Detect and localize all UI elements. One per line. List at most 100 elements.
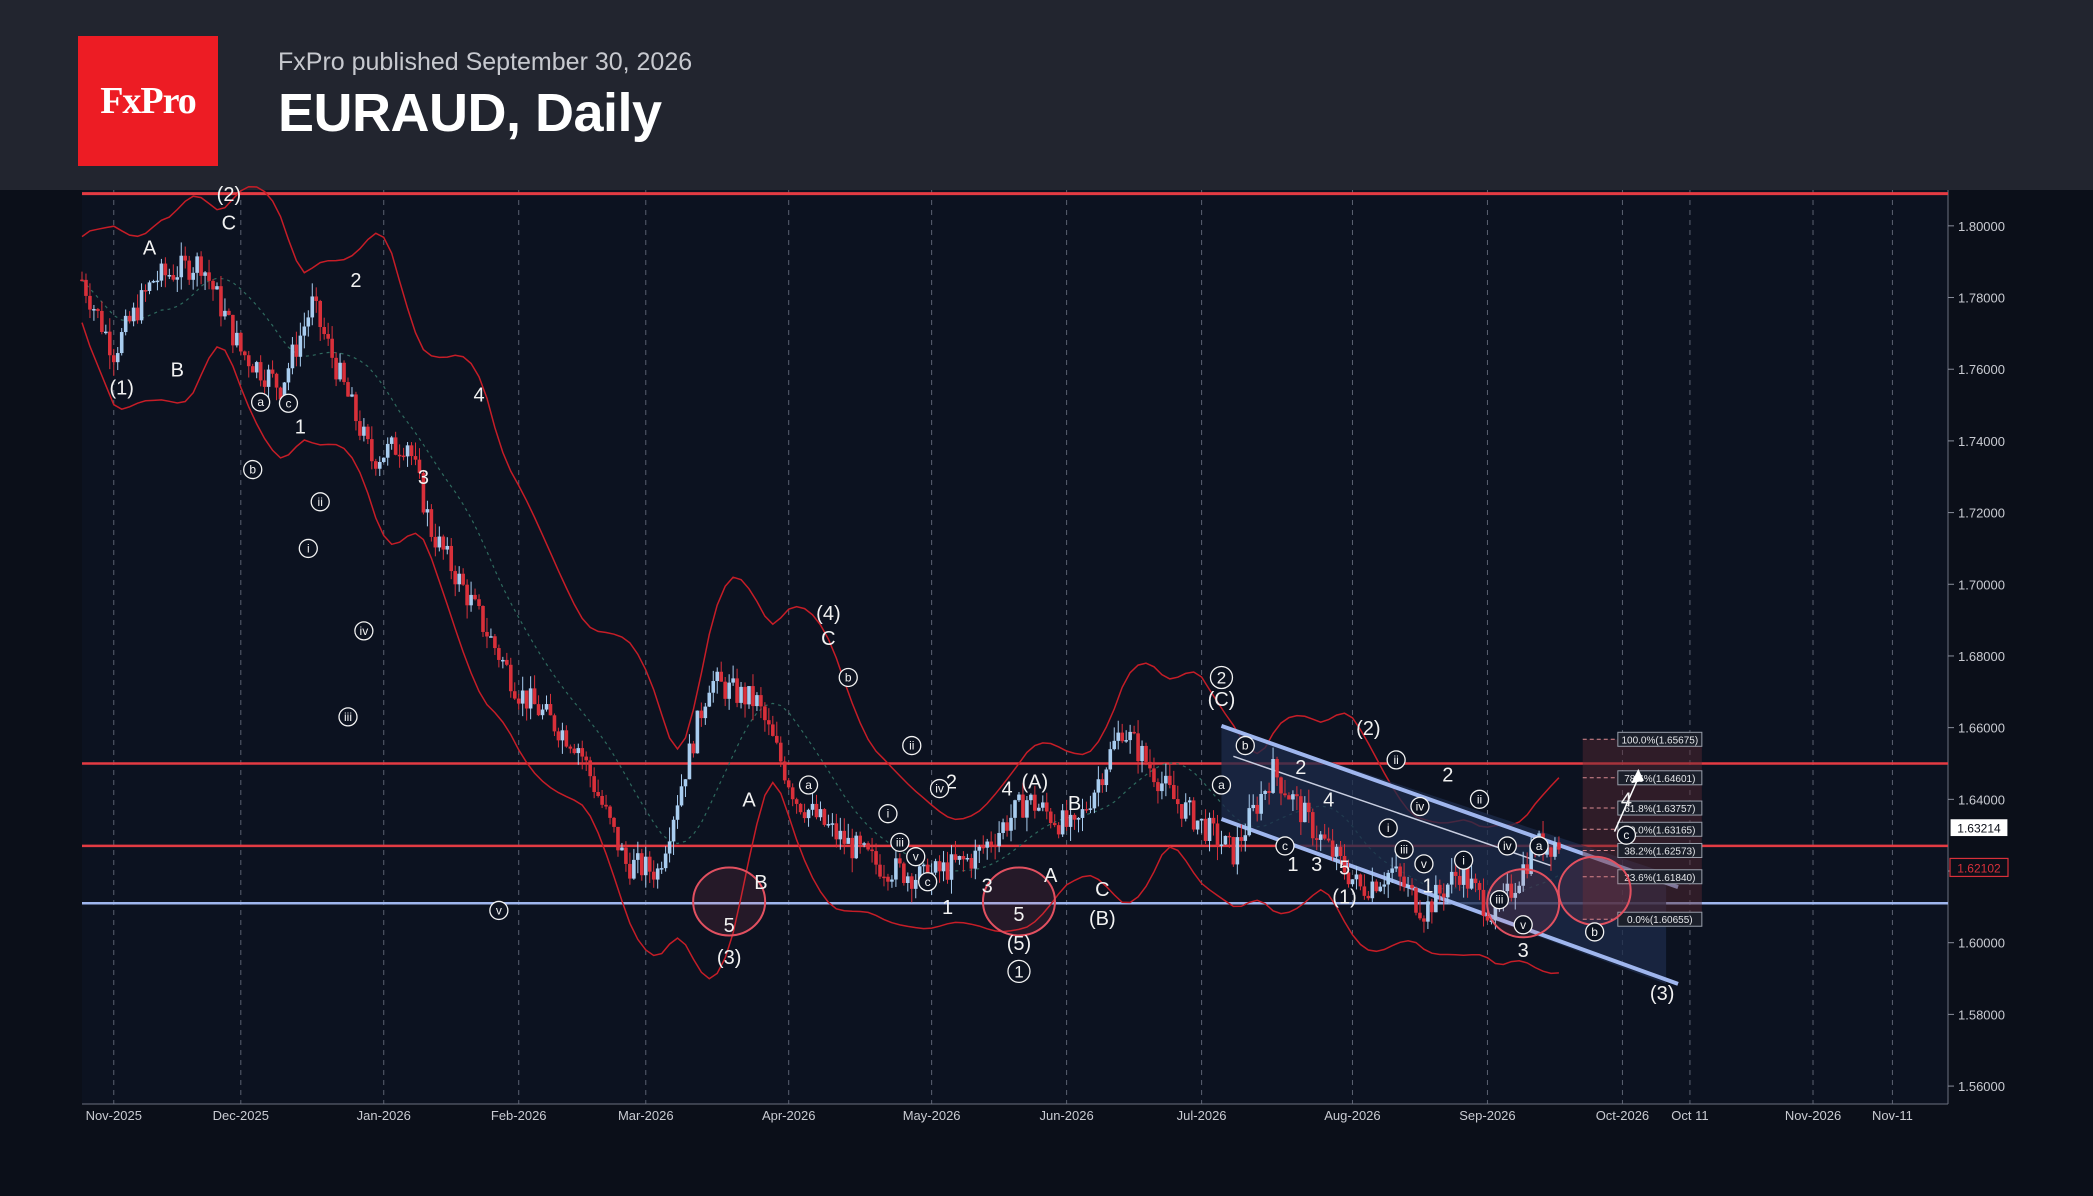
circled-wave-ring xyxy=(902,735,922,756)
header-bar: FxPro FxPro published September 30, 2026… xyxy=(0,0,2093,190)
circled-wave-label: iii xyxy=(1495,893,1503,907)
circled-wave-label: iii xyxy=(896,835,904,849)
candle-body xyxy=(1505,883,1510,892)
wave-label: C xyxy=(222,212,236,234)
candles xyxy=(80,242,1561,933)
candle-body xyxy=(115,353,120,363)
upper-band xyxy=(81,185,1560,828)
candle-body xyxy=(774,735,779,743)
candle-body xyxy=(1175,799,1180,805)
wave-label: (A) xyxy=(1022,772,1049,794)
candle-body xyxy=(735,678,739,703)
candle-body xyxy=(1096,779,1101,793)
candle-body xyxy=(1330,840,1335,857)
candle-body xyxy=(1076,817,1081,820)
candle-body xyxy=(104,331,108,334)
candle-body xyxy=(437,536,442,548)
candle-body xyxy=(667,841,672,854)
candle-body xyxy=(778,742,783,762)
candle-body xyxy=(1469,878,1474,889)
candle-body xyxy=(1362,886,1367,896)
candle-body xyxy=(556,731,561,741)
candle-body xyxy=(790,787,795,800)
circled-wave-label: c xyxy=(1282,839,1288,853)
candle-body xyxy=(902,863,906,884)
candle-body xyxy=(917,866,922,880)
circled-wave-label: c xyxy=(1623,828,1629,842)
candle-body xyxy=(1430,901,1434,913)
circled-wave-label: c xyxy=(285,396,291,410)
candle-body xyxy=(1521,864,1525,886)
candle-body xyxy=(540,709,545,716)
candle-body xyxy=(401,455,406,458)
candle-body xyxy=(699,710,704,719)
candle-body xyxy=(1557,842,1561,850)
candle-body xyxy=(1223,835,1228,845)
candle-body xyxy=(1191,800,1196,830)
circled-wave-ring xyxy=(1497,836,1517,856)
candle-body xyxy=(1306,802,1311,813)
candle-body xyxy=(441,536,446,550)
candle-body xyxy=(890,879,894,882)
circled-wave-ring xyxy=(1275,836,1295,856)
candle-body xyxy=(1509,883,1514,898)
circled-wave-ring xyxy=(906,847,926,867)
candle-body xyxy=(560,730,565,741)
channel-lower xyxy=(1220,817,1679,986)
candle-body xyxy=(397,454,402,457)
candle-body xyxy=(719,671,724,682)
candle-body xyxy=(1513,892,1518,898)
candle-body xyxy=(1215,823,1220,846)
circled-wave-label: 2 xyxy=(1217,668,1226,687)
candle-body xyxy=(687,743,692,780)
y-tick-label: 1.70000 xyxy=(1958,577,2005,592)
candle-body xyxy=(651,871,656,880)
candle-body xyxy=(1493,903,1498,921)
candle-body xyxy=(163,263,168,276)
circled-wave-ring xyxy=(838,667,858,688)
candle-body xyxy=(632,859,636,879)
circled-wave-label: iii xyxy=(344,710,352,724)
candle-body xyxy=(640,853,644,876)
y-tick-label: 1.74000 xyxy=(1958,434,2005,449)
fxpro-logo: FxPro xyxy=(78,36,218,166)
candle-body xyxy=(1156,782,1160,792)
candle-body xyxy=(338,362,342,380)
candle-body xyxy=(1160,783,1164,792)
circled-wave-ring xyxy=(1378,818,1398,838)
candle-body xyxy=(1529,845,1533,874)
x-tick-label: Feb-2026 xyxy=(491,1108,547,1123)
candle-body xyxy=(655,868,660,880)
circled-wave-ring xyxy=(278,393,299,413)
candle-body xyxy=(393,437,398,455)
candle-body xyxy=(314,296,319,301)
y-tick-label: 1.58000 xyxy=(1958,1007,2005,1022)
candle-body xyxy=(171,275,176,280)
candle-body xyxy=(239,332,243,352)
candle-body xyxy=(1453,871,1458,876)
candle-body xyxy=(84,279,88,296)
price-tag-label: 1.62102 xyxy=(1957,861,2001,875)
candle-body xyxy=(850,837,855,859)
candle-body xyxy=(675,805,680,820)
candle-body xyxy=(636,853,640,860)
price-tag-box xyxy=(1949,818,2009,838)
candle-body xyxy=(473,594,477,600)
candle-body xyxy=(1287,795,1291,800)
candle-body xyxy=(1334,846,1339,857)
price-tag-label: 1.63214 xyxy=(1957,822,2001,836)
candle-body xyxy=(1426,901,1430,922)
candle-body xyxy=(1338,846,1343,857)
circled-wave-ring xyxy=(1414,854,1434,874)
candle-body xyxy=(1152,768,1156,783)
wave-label: A xyxy=(143,238,157,260)
candle-body xyxy=(1037,807,1041,811)
candle-body xyxy=(481,605,485,632)
candle-body xyxy=(612,817,616,827)
published-subtitle: FxPro published September 30, 2026 xyxy=(278,48,693,76)
circled-wave-ring xyxy=(1211,775,1232,795)
candle-body xyxy=(143,290,148,292)
fib-label: 23.6%(1.61840) xyxy=(1624,873,1695,884)
fib-label: 50.0%(1.63165) xyxy=(1624,825,1695,836)
candle-body xyxy=(620,847,624,851)
